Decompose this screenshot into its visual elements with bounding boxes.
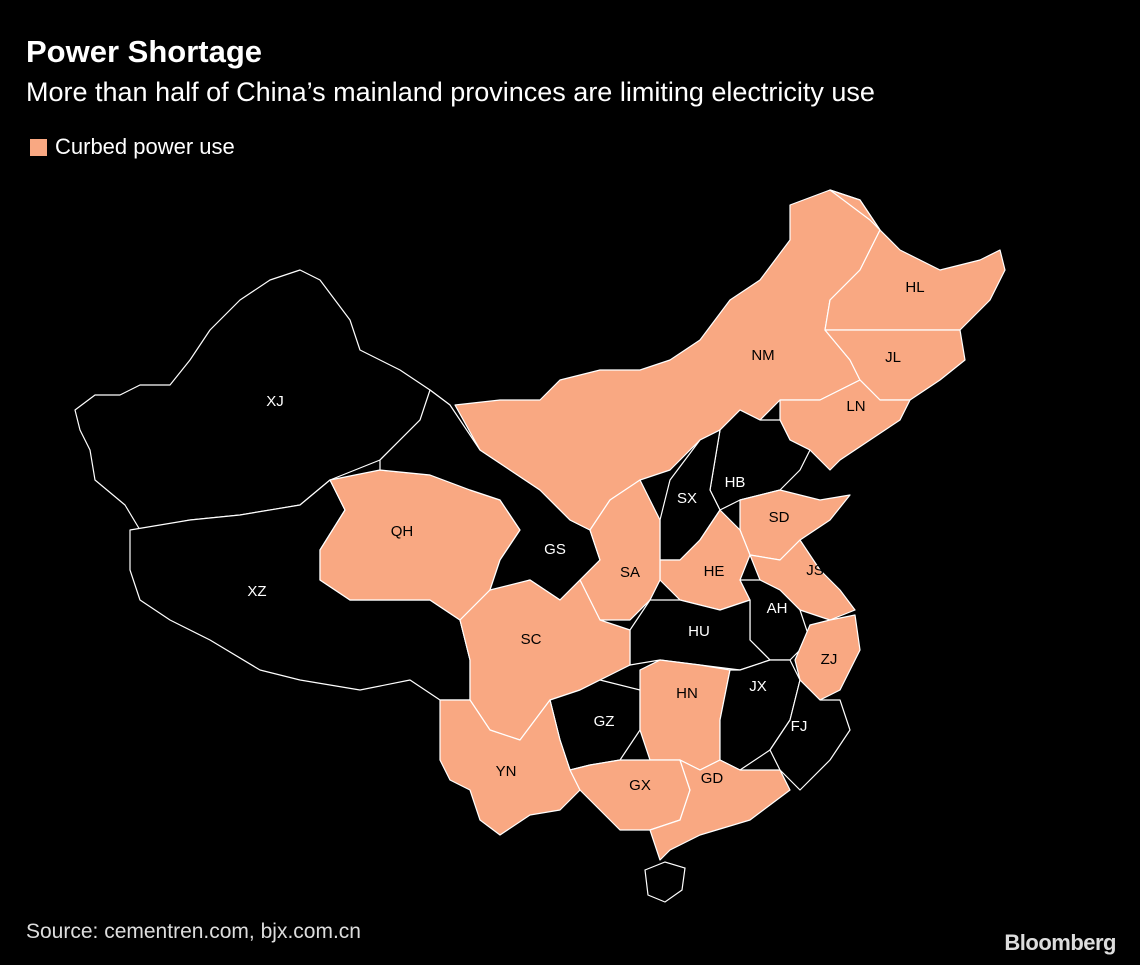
province bbox=[824, 329, 966, 401]
province bbox=[569, 759, 691, 831]
province-label: FJ bbox=[791, 718, 808, 735]
province-label: SA bbox=[620, 564, 640, 581]
province-label: GS bbox=[544, 541, 566, 558]
province bbox=[659, 509, 751, 611]
province-label: SX bbox=[677, 490, 697, 507]
province bbox=[639, 659, 731, 771]
province-label: JX bbox=[749, 678, 767, 695]
province-label: ZJ bbox=[821, 651, 838, 668]
province-label: HU bbox=[688, 623, 710, 640]
province-label: SC bbox=[521, 631, 542, 648]
island bbox=[644, 861, 686, 903]
source: Source: cementren.com, bjx.com.cn bbox=[26, 920, 361, 943]
brand: Bloomberg bbox=[1004, 930, 1116, 955]
title: Power Shortage bbox=[26, 34, 262, 69]
province-label: LN bbox=[846, 398, 865, 415]
province bbox=[794, 614, 861, 701]
province-label: SD bbox=[769, 509, 790, 526]
province-label: QH bbox=[391, 523, 414, 540]
province-label: JS bbox=[806, 562, 824, 579]
province-label: AH bbox=[767, 600, 788, 617]
legend-swatch bbox=[30, 138, 47, 156]
province-label: GZ bbox=[594, 713, 615, 730]
province-label: JL bbox=[885, 349, 901, 366]
province-label: HB bbox=[725, 474, 746, 491]
subtitle: More than half of China’s mainland provi… bbox=[26, 77, 875, 107]
province-label: XZ bbox=[247, 583, 266, 600]
province-label: NM bbox=[751, 347, 774, 364]
province-label: XJ bbox=[266, 393, 284, 410]
province bbox=[439, 699, 581, 836]
province-label: HN bbox=[676, 685, 698, 702]
province-label: HE bbox=[704, 563, 725, 580]
province bbox=[579, 479, 661, 621]
legend: Curbed power use bbox=[30, 134, 235, 160]
legend-label: Curbed power use bbox=[55, 134, 235, 159]
province-label: GD bbox=[701, 770, 724, 787]
province bbox=[779, 379, 911, 471]
province bbox=[769, 679, 851, 791]
province-label: GX bbox=[629, 777, 651, 794]
province-label: HL bbox=[905, 279, 924, 296]
province-label: YN bbox=[496, 763, 517, 780]
province bbox=[649, 759, 791, 861]
